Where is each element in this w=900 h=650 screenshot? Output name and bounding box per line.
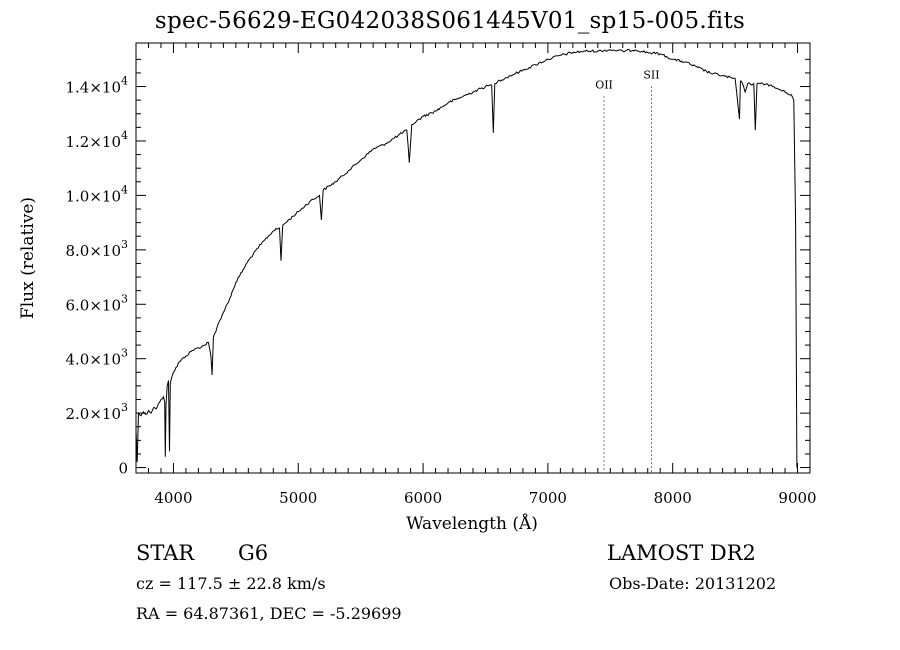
y-tick-label: 6.0×103 <box>65 292 128 314</box>
y-tick-label: 0 <box>118 460 128 478</box>
x-tick-label: 7000 <box>529 489 567 507</box>
spectral-line-label: SII <box>643 69 659 82</box>
y-axis-label: Flux (relative) <box>18 197 38 319</box>
y-tick-label: 1.0×104 <box>65 183 128 205</box>
object-class: STAR <box>136 541 195 565</box>
x-tick-label: 6000 <box>404 489 442 507</box>
y-tick-label: 8.0×103 <box>65 238 128 260</box>
ra-dec-coordinates: RA = 64.87361, DEC = -5.29699 <box>136 604 402 623</box>
x-tick-label: 9000 <box>778 489 816 507</box>
spectrum-line <box>135 48 798 468</box>
x-axis-label: Wavelength (Å) <box>406 513 538 534</box>
x-tick-label: 5000 <box>279 489 317 507</box>
chart-title: spec-56629-EG042038S061445V01_sp15-005.f… <box>154 8 746 34</box>
observation-date: Obs-Date: 20131202 <box>609 574 777 593</box>
x-tick-label: 4000 <box>154 489 192 507</box>
y-tick-label: 1.2×104 <box>65 129 128 151</box>
object-subclass: G6 <box>238 541 269 565</box>
plot-frame <box>135 42 811 474</box>
y-tick-label: 1.4×104 <box>65 75 128 97</box>
y-tick-label: 4.0×103 <box>65 347 128 369</box>
y-tick-label: 2.0×103 <box>65 401 128 423</box>
redshift-velocity: cz = 117.5 ± 22.8 km/s <box>136 574 326 593</box>
spectral-line-label: OII <box>595 78 613 91</box>
x-tick-label: 8000 <box>654 489 692 507</box>
survey-release: LAMOST DR2 <box>607 541 756 565</box>
